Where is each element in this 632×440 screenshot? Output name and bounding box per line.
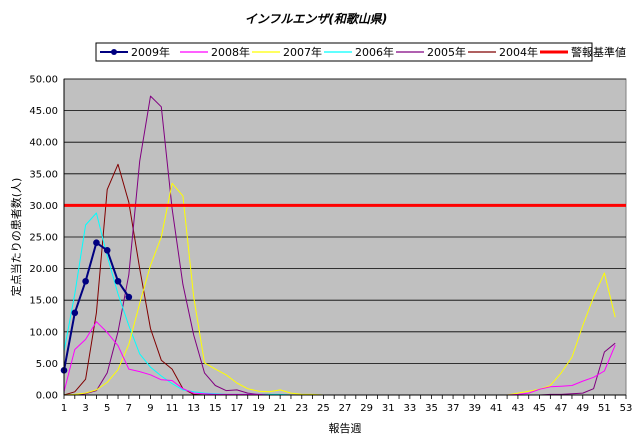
x-tick-label: 39: [468, 403, 481, 414]
chart-title: インフルエンザ(和歌山県): [244, 12, 388, 26]
x-tick-label: 49: [576, 403, 589, 414]
data-point: [125, 293, 133, 301]
data-point: [103, 246, 111, 254]
y-tick-label: 15.00: [29, 296, 58, 307]
x-tick-label: 27: [339, 403, 352, 414]
x-tick-label: 11: [166, 403, 179, 414]
data-point: [71, 309, 79, 317]
x-tick-label: 51: [598, 403, 611, 414]
y-tick-label: 45.00: [29, 106, 58, 117]
y-tick-label: 20.00: [29, 264, 58, 275]
x-tick-label: 21: [274, 403, 287, 414]
x-tick-label: 43: [512, 403, 525, 414]
x-tick-label: 53: [620, 403, 632, 414]
x-tick-label: 7: [126, 403, 132, 414]
legend-label: 2008年: [211, 45, 250, 59]
legend-label: 2007年: [283, 45, 322, 59]
x-tick-label: 25: [317, 403, 330, 414]
legend-item: 2004年: [468, 45, 538, 59]
legend-label: 警報基準値: [571, 45, 626, 59]
x-tick-label: 5: [104, 403, 110, 414]
legend-item: 2008年: [180, 45, 250, 59]
legend-item: 2007年: [252, 45, 322, 59]
y-tick-label: 35.00: [29, 169, 58, 180]
x-tick-label: 33: [403, 403, 416, 414]
legend-item: 2006年: [324, 45, 394, 59]
x-tick-label: 17: [231, 403, 244, 414]
x-axis-label: 報告週: [329, 422, 362, 435]
x-tick-label: 37: [447, 403, 460, 414]
x-tick-label: 9: [147, 403, 153, 414]
x-tick-label: 13: [187, 403, 200, 414]
data-point: [114, 277, 122, 285]
legend-label: 2006年: [355, 45, 394, 59]
y-tick-label: 0.00: [36, 391, 58, 402]
data-point: [82, 277, 89, 285]
x-tick-label: 35: [425, 403, 438, 414]
legend-marker: [111, 49, 117, 55]
y-tick-label: 40.00: [29, 138, 58, 149]
x-tick-label: 45: [533, 403, 546, 414]
x-tick-label: 23: [295, 403, 308, 414]
data-point: [93, 239, 100, 246]
gridlines: [64, 78, 626, 364]
y-tick-label: 10.00: [29, 327, 58, 338]
legend-label: 2009年: [131, 45, 170, 59]
x-tick-label: 19: [252, 403, 265, 414]
legend-item: 2009年: [100, 45, 170, 59]
y-tick-label: 30.00: [29, 201, 58, 212]
x-tick-label: 15: [209, 403, 222, 414]
x-tick-label: 1: [61, 403, 67, 414]
y-axis-label: 定点当たりの患者数(人): [9, 178, 23, 297]
y-tick-label: 50.00: [29, 75, 58, 86]
x-tick-label: 41: [490, 403, 503, 414]
legend-item: 2005年: [396, 45, 466, 59]
x-tick-label: 47: [555, 403, 568, 414]
axes: 0.00 5.00 10.00 15.00 20.00 25.00 30.00 35.00 40…: [29, 75, 632, 415]
y-tick-label: 25.00: [29, 233, 58, 244]
legend-label: 2005年: [427, 45, 466, 59]
x-tick-label: 31: [382, 403, 395, 414]
x-tick-label: 29: [360, 403, 373, 414]
legend-label: 2004年: [499, 45, 538, 59]
legend-item: 警報基準値: [540, 45, 626, 59]
x-tick-label: 3: [82, 403, 88, 414]
y-tick-label: 5.00: [36, 359, 58, 370]
legend: 2009年 2008年 2007年 2006年 2005年 2004年 警報基準値: [95, 42, 626, 62]
